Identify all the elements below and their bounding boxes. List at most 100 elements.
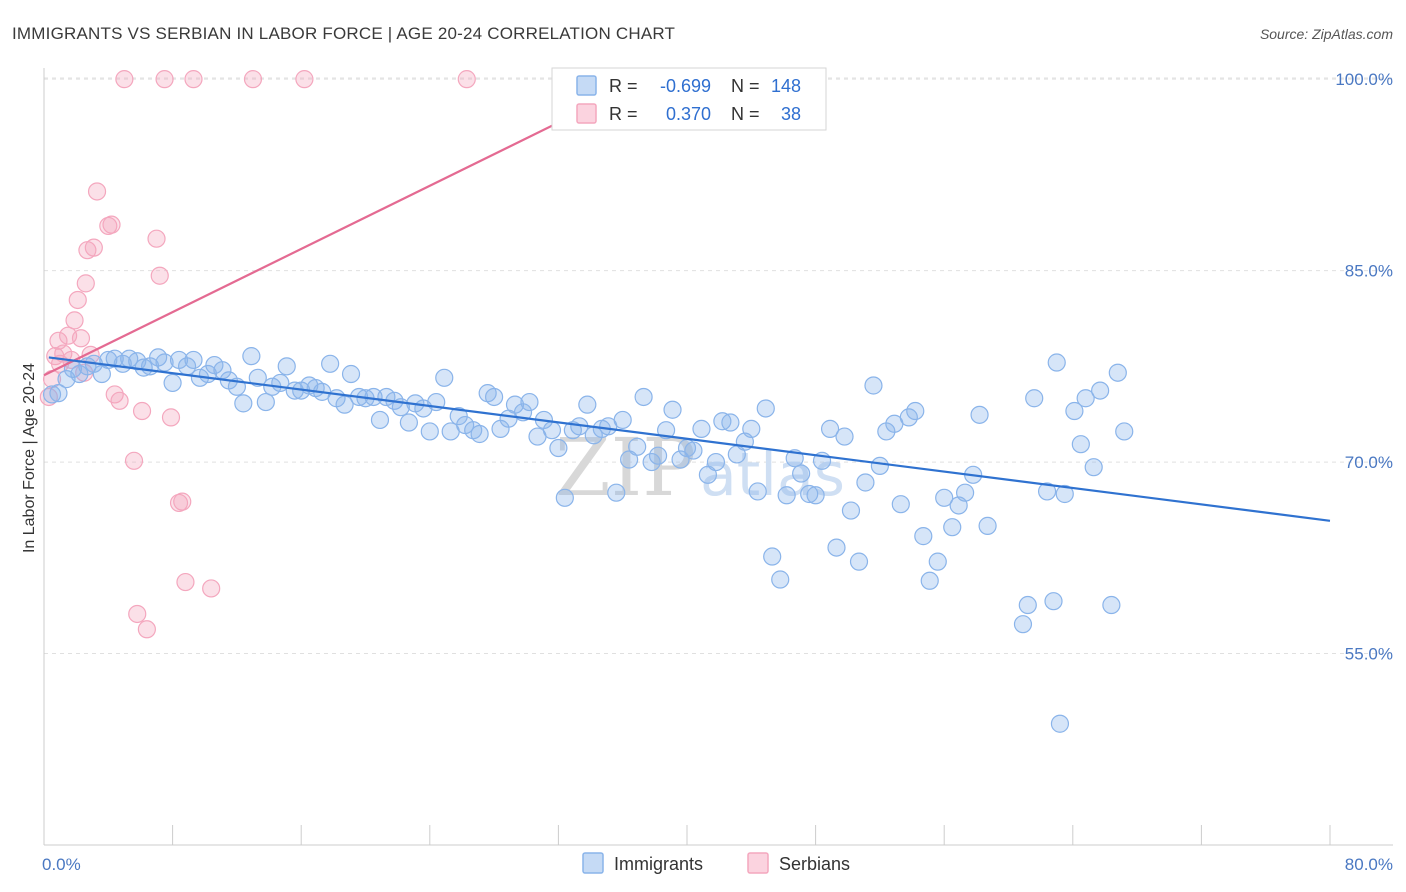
immigrants-point-130 [970, 405, 989, 424]
immigrants-point-143 [1084, 458, 1103, 477]
series-swatch-serbians [747, 852, 769, 874]
immigrants-point-90 [684, 441, 703, 460]
immigrants-point-85 [648, 446, 668, 465]
immigrants-point-101 [763, 547, 782, 566]
immigrants-point-121 [906, 401, 925, 421]
immigrants-point-83 [634, 387, 653, 407]
immigrants-point-33 [277, 357, 296, 376]
legend-frame [551, 67, 827, 131]
axes [43, 68, 1393, 846]
legend-r-value-1: -0.699 [660, 76, 711, 96]
immigrants-point-139 [1055, 484, 1074, 504]
serbians-point-16 [87, 182, 107, 201]
immigrants-point-39 [321, 354, 340, 373]
immigrants-point-70 [542, 421, 562, 440]
immigrants-point-87 [663, 400, 682, 419]
immigrants-point-136 [1044, 592, 1063, 611]
serbians-point-22 [124, 451, 144, 470]
immigrants-point-141 [1071, 435, 1090, 454]
legend-r-label-2: R = [609, 104, 638, 124]
immigrants-point-67 [520, 392, 539, 412]
serbians-point-9 [68, 290, 87, 310]
series-label-immigrants: Immigrants [614, 854, 703, 874]
serbians-point-18 [102, 215, 121, 234]
serbians-point-25 [137, 620, 156, 639]
immigrants-point-106 [800, 484, 819, 504]
serbians-point-26 [147, 229, 166, 248]
series-swatch-immigrants [582, 852, 604, 874]
immigrants-point-50 [399, 413, 419, 432]
immigrants-point-79 [607, 483, 626, 502]
serbians-point-29 [161, 408, 181, 427]
immigrants-point-123 [920, 571, 939, 590]
serbians-points [39, 70, 476, 639]
x-tick-left: 0.0% [42, 855, 81, 874]
immigrants-point-146 [1108, 363, 1127, 382]
serbians-point-15 [84, 238, 103, 257]
legend-r-value-2: 0.370 [666, 104, 711, 124]
immigrants-point-109 [820, 419, 840, 438]
immigrants-point-125 [935, 488, 954, 507]
immigrants-point-62 [485, 387, 504, 407]
serbians-point-31 [173, 492, 192, 511]
immigrants-point-99 [748, 482, 767, 501]
immigrants-point-124 [928, 552, 947, 571]
immigrants-point-105 [792, 464, 811, 483]
series-label-serbians: Serbians [779, 854, 850, 874]
immigrants-point-134 [1025, 389, 1044, 408]
trend-lines [43, 78, 1331, 522]
immigrants-point-102 [771, 570, 790, 589]
y-tick-label-1: 85.0% [1345, 262, 1393, 281]
serbians-point-20 [110, 391, 129, 410]
immigrants-point-88 [671, 450, 690, 469]
immigrants-point-30 [256, 392, 275, 412]
legend-n-value-2: 38 [781, 104, 801, 124]
serbians-point-35 [243, 70, 263, 89]
x-tick-right: 80.0% [1345, 855, 1393, 874]
immigrants-point-46 [370, 410, 390, 430]
immigrants-point-110 [827, 538, 846, 557]
watermark-atlas: atlas [700, 440, 845, 510]
serbians-point-0 [39, 387, 58, 407]
x-tick-labels: 0.0% 80.0% [42, 855, 1393, 874]
immigrants-trend-line [48, 356, 1331, 522]
immigrants-point-119 [891, 495, 910, 514]
legend-r-label-1: R = [609, 76, 638, 96]
legend-box: R = -0.699 N = 148 R = 0.370 N = 38 [551, 67, 827, 131]
immigrants-point-55 [435, 368, 454, 387]
immigrants-point-60 [470, 424, 489, 444]
serbians-trend-line [43, 78, 648, 377]
y-axis-label: In Labor Force | Age 20-24 [21, 363, 38, 553]
immigrants-point-0 [42, 385, 62, 404]
immigrants-point-1 [49, 384, 68, 403]
immigrants-point-133 [1018, 595, 1037, 615]
immigrants-point-98 [742, 419, 761, 438]
immigrants-point-16 [155, 353, 174, 372]
immigrants-point-103 [777, 486, 796, 505]
serbians-point-24 [132, 401, 152, 421]
y-tick-label-0: 100.0% [1335, 70, 1393, 89]
y-tick-labels: 100.0% 85.0% 70.0% 55.0% [1335, 70, 1393, 663]
immigrants-point-112 [841, 501, 861, 520]
immigrants-point-95 [721, 413, 740, 432]
immigrants-point-42 [341, 364, 361, 384]
serbians-point-27 [150, 266, 169, 285]
immigrants-point-111 [835, 427, 854, 446]
immigrants-point-132 [1013, 615, 1033, 634]
immigrants-point-128 [955, 483, 975, 502]
immigrants-point-137 [1047, 353, 1066, 372]
series-legend: Immigrants Serbians [582, 852, 850, 874]
serbians-point-32 [176, 572, 195, 592]
immigrants-point-142 [1076, 389, 1095, 408]
immigrants-point-126 [943, 518, 962, 537]
legend-swatch-serbians [576, 103, 597, 124]
immigrants-point-135 [1037, 482, 1057, 501]
immigrants-point-91 [692, 419, 711, 438]
immigrants-point-20 [184, 350, 203, 370]
serbians-point-8 [65, 311, 84, 330]
immigrants-point-138 [1050, 714, 1070, 733]
immigrants-point-122 [914, 527, 933, 546]
legend-n-label-1: N = [731, 76, 760, 96]
immigrants-point-29 [248, 368, 267, 387]
